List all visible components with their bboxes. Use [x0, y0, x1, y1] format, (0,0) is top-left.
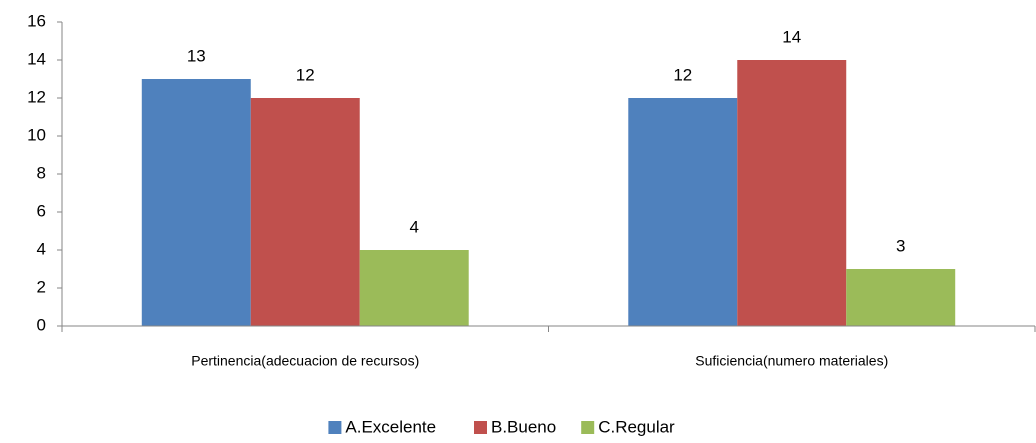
legend-swatch — [328, 421, 342, 434]
legend-label: B.Bueno — [491, 417, 556, 436]
y-tick-label: 4 — [37, 239, 46, 258]
y-tick-label: 6 — [37, 201, 46, 220]
y-tick-label: 0 — [37, 315, 46, 334]
bar — [141, 79, 251, 326]
legend-label: A.Excelente — [345, 417, 436, 436]
y-tick-label: 8 — [37, 163, 46, 182]
data-label: 4 — [409, 217, 418, 236]
x-tick-label: Suficiencia(numero materiales) — [695, 353, 888, 369]
legend-swatch — [474, 421, 487, 434]
y-tick-label: 16 — [27, 11, 46, 30]
data-label: 13 — [187, 46, 206, 65]
bar — [628, 98, 738, 326]
data-label: 3 — [896, 236, 905, 255]
y-tick-label: 10 — [27, 125, 46, 144]
bar — [359, 250, 469, 326]
data-label: 12 — [673, 65, 692, 84]
y-tick-label: 12 — [27, 87, 46, 106]
y-tick-label: 14 — [27, 49, 46, 68]
bar — [737, 60, 847, 326]
data-label: 14 — [782, 27, 801, 46]
y-tick-label: 2 — [37, 277, 46, 296]
legend-label: C.Regular — [598, 417, 675, 436]
x-tick-label: Pertinencia(adecuacion de recursos) — [191, 353, 419, 369]
legend-swatch — [581, 421, 595, 434]
data-label: 12 — [296, 65, 315, 84]
bar — [250, 98, 360, 326]
bar — [846, 269, 956, 326]
